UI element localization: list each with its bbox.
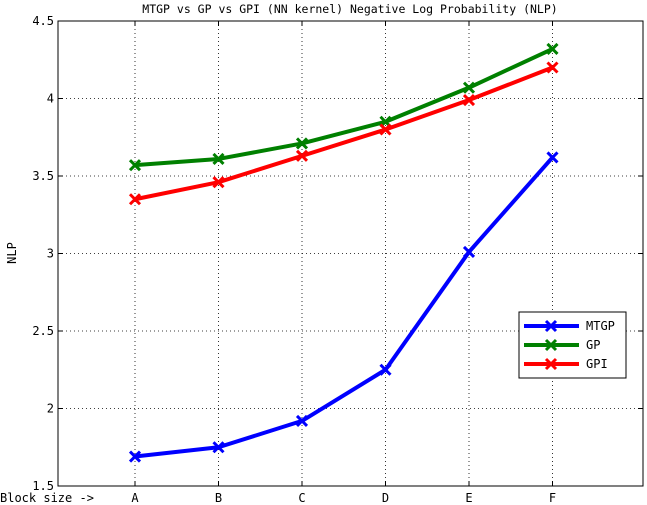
data-point-mtgp xyxy=(379,363,392,376)
y-tick-label: 4.5 xyxy=(32,14,54,28)
series-line-gp xyxy=(134,47,554,168)
y-tick-label: 2.5 xyxy=(32,324,54,338)
legend-marker-gp xyxy=(544,338,558,352)
data-point-gpi xyxy=(462,93,476,107)
legend-label-gpi: GPI xyxy=(586,357,608,371)
legend-marker-gpi xyxy=(544,357,558,371)
x-axis-ticks: A B C D E F xyxy=(131,21,556,505)
y-axis-ticks: 1.5 2 2.5 3 3.5 4 4.5 xyxy=(32,14,643,493)
x-axis-label: Block size -> xyxy=(0,491,94,505)
legend-marker-mtgp xyxy=(544,319,558,333)
y-tick-label: 3.5 xyxy=(32,169,54,183)
data-point-gp xyxy=(212,152,225,166)
series-line-gpi xyxy=(134,65,554,202)
legend-label-gp: GP xyxy=(586,338,600,352)
y-tick-label: 3 xyxy=(47,247,54,261)
data-point-gpi xyxy=(379,123,392,136)
x-tick-label: C xyxy=(298,491,305,505)
y-tick-label: 1.5 xyxy=(32,479,54,493)
data-point-mtgp xyxy=(212,441,225,454)
data-point-gp xyxy=(128,159,142,172)
y-tick-label: 4 xyxy=(47,92,54,106)
legend-label-mtgp: MTGP xyxy=(586,319,615,333)
legend: MTGP GP GPI xyxy=(518,311,627,379)
data-point-mtgp xyxy=(546,151,559,164)
data-point-gp xyxy=(295,137,309,150)
x-tick-label: E xyxy=(465,491,472,505)
data-point-gp xyxy=(462,81,476,94)
x-tick-label: F xyxy=(549,491,556,505)
data-point-gpi xyxy=(546,61,559,74)
x-tick-label: A xyxy=(131,491,139,505)
data-point-gpi xyxy=(128,193,142,206)
y-tick-label: 2 xyxy=(47,402,54,416)
series-line-mtgp xyxy=(134,156,554,459)
x-tick-label: B xyxy=(215,491,222,505)
data-point-gpi xyxy=(212,176,225,189)
series-group xyxy=(128,42,559,463)
data-point-gpi xyxy=(295,149,309,162)
y-axis-label: NLP xyxy=(5,242,19,264)
data-point-mtgp xyxy=(128,450,142,463)
data-point-gp xyxy=(546,42,559,55)
data-point-mtgp xyxy=(462,245,476,259)
x-tick-label: D xyxy=(382,491,389,505)
chart-title: MTGP vs GP vs GPI (NN kernel) Negative L… xyxy=(142,2,557,16)
data-point-mtgp xyxy=(295,414,309,427)
